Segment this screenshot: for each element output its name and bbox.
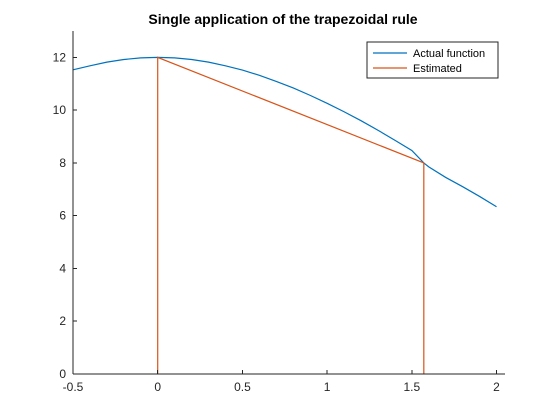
x-tick-label: 2 (493, 380, 500, 394)
legend-label: Actual function (413, 48, 485, 60)
chart-title: Single application of the trapezoidal ru… (148, 11, 417, 27)
y-tick-label: 6 (59, 209, 66, 223)
x-tick-label: 1.5 (403, 380, 420, 394)
series-line-actual-function (72, 56, 497, 208)
y-tick-label: 2 (59, 314, 66, 328)
y-tick-label: 0 (59, 367, 66, 381)
series-line-estimated (157, 56, 425, 374)
y-tick-label: 8 (59, 156, 66, 170)
x-tick-label: -0.5 (63, 380, 84, 394)
x-tick-label: 0.5 (234, 380, 251, 394)
legend-label: Estimated (413, 63, 462, 75)
legend: Actual function Estimated (366, 41, 499, 79)
x-tick-label: 0 (154, 380, 161, 394)
x-tick-label: 1 (324, 380, 331, 394)
y-tick-label: 4 (59, 261, 66, 275)
series-layer (72, 56, 497, 374)
y-tick-label: 10 (53, 103, 67, 117)
plot-area (73, 31, 505, 374)
legend-box (366, 41, 499, 79)
y-tick-label: 12 (53, 50, 67, 64)
